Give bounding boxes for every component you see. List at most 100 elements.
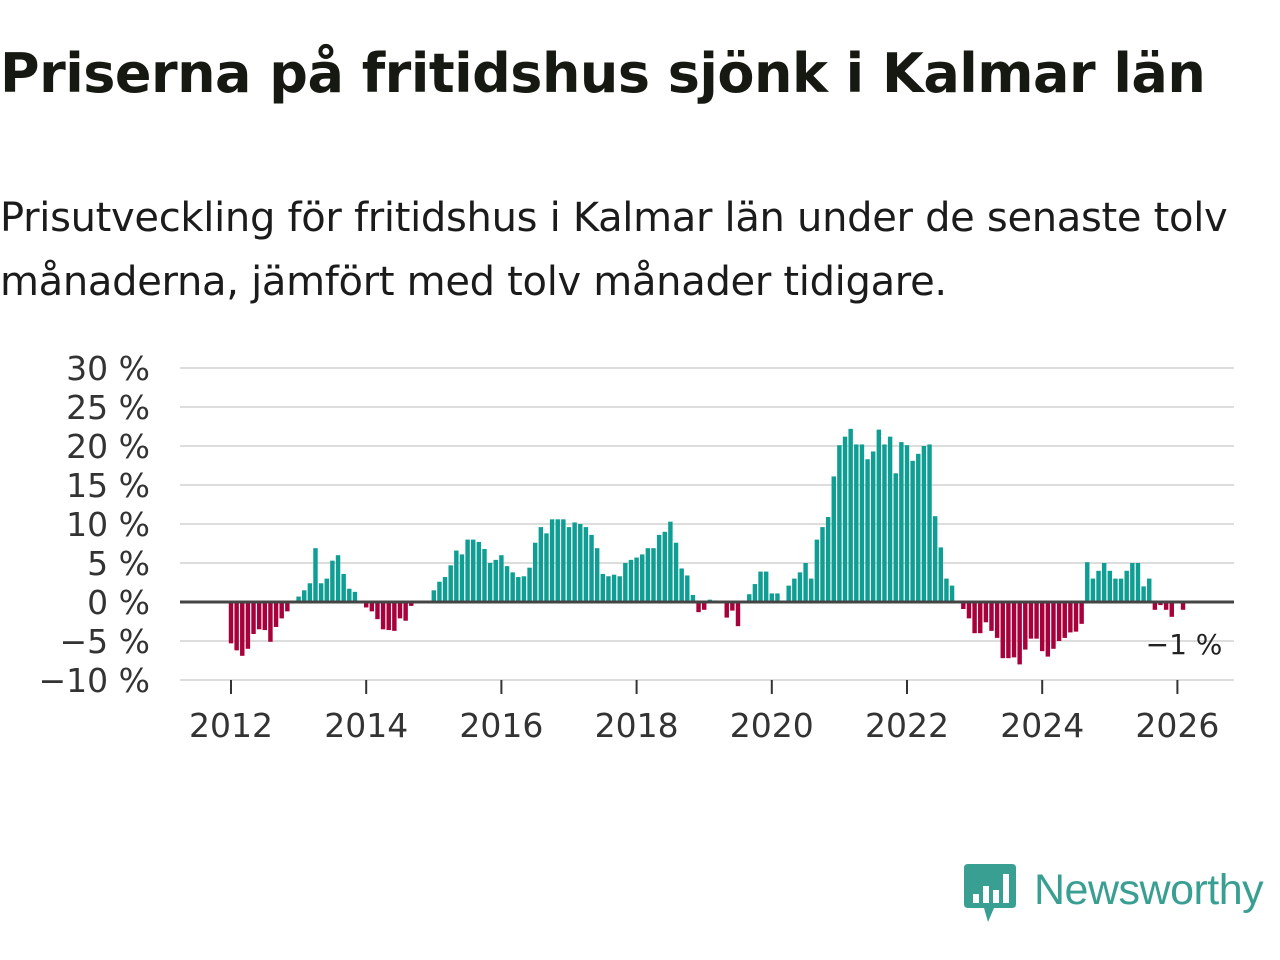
bar [471,539,476,602]
bar [561,519,566,602]
bar [876,429,882,602]
bar [459,554,465,602]
bar [240,602,245,656]
bar [730,602,735,611]
y-tick-label: −10 % [39,661,151,700]
bar [673,542,679,602]
bar [904,445,910,602]
bar [690,594,696,602]
bar [893,473,898,602]
y-tick-label: −5 % [60,622,151,661]
bar [555,519,560,602]
x-tick-label: 2020 [730,706,814,745]
bar [549,519,555,602]
bar [476,541,482,602]
bar [363,602,369,608]
bar [685,575,690,602]
bar [380,602,386,630]
bar [882,444,887,602]
bar [769,593,775,602]
gridlines [180,367,1234,681]
bar [1028,602,1034,639]
y-tick-label: 20 % [66,427,150,466]
bar [251,602,256,634]
bar [1073,602,1079,632]
bar [1034,602,1039,639]
bar [273,602,279,627]
bar [262,602,268,631]
bar [1039,602,1045,652]
bar [870,451,876,602]
bar [1023,602,1028,650]
bar [752,584,758,602]
bar [493,559,498,602]
bar [392,602,397,631]
bar [600,573,606,602]
bar [589,534,594,602]
bar [916,453,921,602]
bar [944,578,949,602]
bar [938,547,944,602]
bar [504,566,510,602]
bars [228,428,1186,665]
bar [544,533,549,602]
bar [268,602,273,642]
bar [848,428,853,602]
bar [318,583,324,602]
brand-logo[interactable]: Newsworthy [964,864,1264,926]
bar [961,602,966,610]
bar [628,559,634,602]
bar [572,522,577,602]
bar [887,436,893,602]
bar [386,602,391,631]
bar [1163,602,1169,610]
bar [1101,563,1107,602]
chart-subtitle: Prisutveckling för fritidshus i Kalmar l… [0,195,1228,305]
bar [409,602,414,606]
bar [949,585,955,602]
bar [1090,578,1096,602]
bar [786,585,791,602]
bar [645,548,651,602]
bar [724,602,729,618]
bar [1158,602,1163,606]
bar [814,539,820,602]
bar [1169,602,1174,617]
bar [324,578,329,602]
bar [369,602,375,612]
bar [352,591,358,602]
bar [375,602,380,620]
bar [792,578,797,602]
bar [397,602,403,619]
bar [775,593,780,602]
bar [1051,602,1056,649]
chart-title: Priserna på fritidshus sjönk i Kalmar lä… [0,42,1206,105]
bar [701,602,707,610]
bar [403,602,408,621]
bar [617,576,622,602]
bar [302,590,307,602]
bar [1130,563,1135,602]
bar [696,602,701,613]
bar [347,588,352,602]
bar [1079,602,1084,624]
bar [747,594,752,602]
bar [1000,602,1005,659]
bar [842,436,848,602]
bar [966,602,972,619]
bar [994,602,1000,638]
bar [1085,562,1090,602]
brand-name: Newsworthy [1034,866,1264,914]
x-tick-label: 2016 [459,706,543,745]
bar [758,571,763,602]
bar [983,602,989,623]
last-value-label: −1 % [1146,628,1223,661]
bar [521,576,527,602]
bar [1135,563,1141,602]
x-axis: 2012 2014 2016 2018 2020 2022 2024 2026 [189,680,1219,745]
bar [932,516,938,602]
bar [1124,570,1129,602]
bar [640,554,645,602]
bar [662,531,667,602]
y-axis: −10 %−5 %0 %5 %10 %15 %20 %25 %30 % [39,349,151,700]
